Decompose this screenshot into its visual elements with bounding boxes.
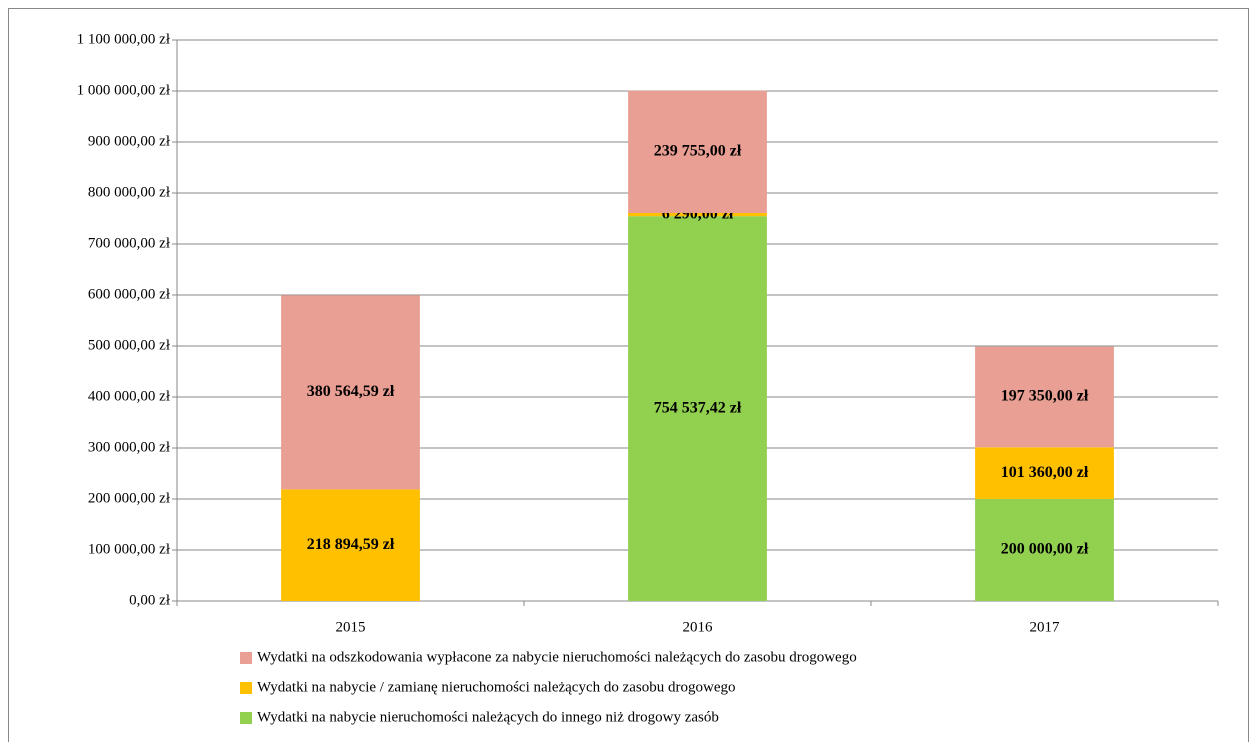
data-label: 239 755,00 zł bbox=[654, 143, 742, 160]
bar-segment bbox=[975, 346, 1114, 448]
y-tick-label: 400 000,00 zł bbox=[88, 388, 171, 404]
legend-label: Wydatki na nabycie / zamianę nieruchomoś… bbox=[257, 679, 736, 695]
legend-swatch bbox=[240, 712, 252, 724]
data-label: 218 894,59 zł bbox=[307, 536, 395, 553]
y-tick-label: 1 000 000,00 zł bbox=[77, 82, 171, 98]
legend-label: Wydatki na odszkodowania wypłacone za na… bbox=[257, 649, 857, 665]
legend-label: Wydatki na nabycie nieruchomości należąc… bbox=[257, 709, 719, 725]
bar-segment bbox=[628, 90, 767, 213]
data-label: 754 537,42 zł bbox=[654, 399, 742, 416]
bar-segment bbox=[975, 499, 1114, 601]
y-tick-label: 500 000,00 zł bbox=[88, 337, 171, 353]
y-tick-label: 300 000,00 zł bbox=[88, 439, 171, 455]
bar-segment bbox=[628, 212, 767, 217]
y-tick-label: 1 100 000,00 zł bbox=[77, 31, 171, 47]
y-tick-label: 700 000,00 zł bbox=[88, 235, 171, 251]
y-tick-label: 800 000,00 zł bbox=[88, 184, 171, 200]
y-tick-label: 100 000,00 zł bbox=[88, 541, 171, 557]
chart-border bbox=[8, 8, 1249, 742]
y-tick-label: 600 000,00 zł bbox=[88, 286, 171, 302]
bar-segment bbox=[628, 216, 767, 601]
x-tick-label: 2017 bbox=[1030, 619, 1061, 635]
bar-segment bbox=[975, 447, 1114, 499]
y-tick-label: 0,00 zł bbox=[129, 592, 171, 608]
data-label: 380 564,59 zł bbox=[307, 383, 395, 400]
y-tick-label: 900 000,00 zł bbox=[88, 133, 171, 149]
y-tick-label: 200 000,00 zł bbox=[88, 490, 171, 506]
legend-swatch bbox=[240, 682, 252, 694]
data-label: 101 360,00 zł bbox=[1001, 464, 1089, 481]
x-tick-label: 2015 bbox=[336, 619, 366, 635]
x-tick-label: 2016 bbox=[683, 619, 714, 635]
data-label: 197 350,00 zł bbox=[1001, 388, 1089, 405]
bar-segment bbox=[281, 295, 420, 490]
legend-swatch bbox=[240, 652, 252, 664]
bar-segment bbox=[281, 489, 420, 601]
data-label: 200 000,00 zł bbox=[1001, 541, 1089, 558]
